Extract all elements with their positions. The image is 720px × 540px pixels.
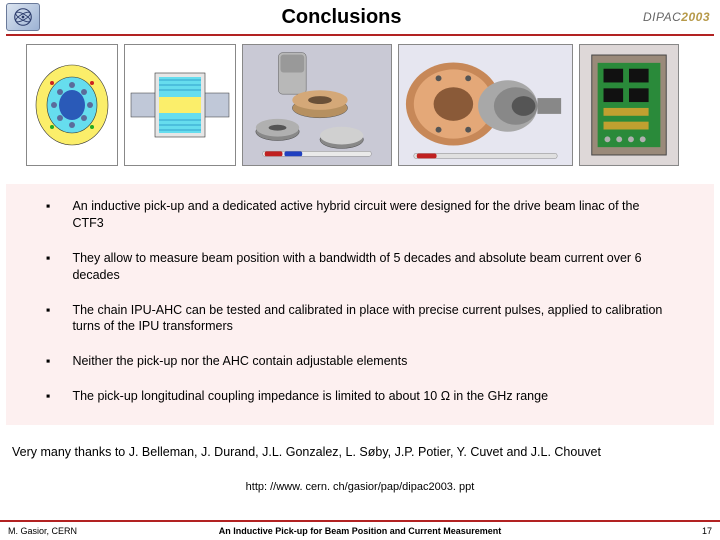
bullet-text: An inductive pick-up and a dedicated act… bbox=[72, 198, 674, 232]
bullet-mark-icon: ▪ bbox=[46, 388, 50, 405]
footer-author: M. Gasior, CERN bbox=[8, 526, 77, 536]
bullet-mark-icon: ▪ bbox=[46, 302, 50, 336]
cad-front-icon bbox=[32, 55, 112, 155]
bullet-list: ▪ An inductive pick-up and a dedicated a… bbox=[6, 184, 714, 425]
components-icon bbox=[243, 44, 391, 166]
figure-assembled-photo bbox=[398, 44, 573, 166]
assembled-icon bbox=[399, 44, 572, 166]
header-rule bbox=[6, 34, 714, 36]
slide-header: Conclusions DIPAC2003 bbox=[0, 0, 720, 34]
bullet-mark-icon: ▪ bbox=[46, 353, 50, 370]
cad-side-icon bbox=[127, 55, 233, 155]
bullet-item: ▪ An inductive pick-up and a dedicated a… bbox=[46, 198, 674, 232]
slide-title: Conclusions bbox=[40, 6, 643, 29]
atom-icon bbox=[12, 6, 34, 28]
bullet-item: ▪ Neither the pick-up nor the AHC contai… bbox=[46, 353, 674, 370]
bullet-item: ▪ The chain IPU-AHC can be tested and ca… bbox=[46, 302, 674, 336]
footer-title: An Inductive Pick-up for Beam Position a… bbox=[219, 526, 502, 536]
figure-circuit-photo bbox=[579, 44, 679, 166]
circuit-icon bbox=[580, 44, 678, 166]
footer-page-number: 17 bbox=[702, 526, 712, 536]
acknowledgements: Very many thanks to J. Belleman, J. Dura… bbox=[0, 425, 720, 467]
bullet-text: Neither the pick-up nor the AHC contain … bbox=[72, 353, 674, 370]
bullet-text: They allow to measure beam position with… bbox=[72, 250, 674, 284]
figure-cad-front bbox=[26, 44, 118, 166]
bullet-item: ▪ The pick-up longitudinal coupling impe… bbox=[46, 388, 674, 405]
conference-label: DIPAC bbox=[643, 10, 681, 24]
bullet-item: ▪ They allow to measure beam position wi… bbox=[46, 250, 674, 284]
figure-components-photo bbox=[242, 44, 392, 166]
bullet-mark-icon: ▪ bbox=[46, 198, 50, 232]
figure-cad-side bbox=[124, 44, 236, 166]
cern-logo bbox=[6, 3, 40, 31]
bullet-mark-icon: ▪ bbox=[46, 250, 50, 284]
image-row bbox=[0, 44, 720, 166]
slide-footer: M. Gasior, CERN An Inductive Pick-up for… bbox=[0, 520, 720, 540]
conference-year: 2003 bbox=[681, 10, 710, 24]
bullet-text: The pick-up longitudinal coupling impeda… bbox=[72, 388, 674, 405]
conference-logo: DIPAC2003 bbox=[643, 10, 714, 24]
download-link: http: //www. cern. ch/gasior/pap/dipac20… bbox=[0, 481, 720, 493]
bullet-text: The chain IPU-AHC can be tested and cali… bbox=[72, 302, 674, 336]
